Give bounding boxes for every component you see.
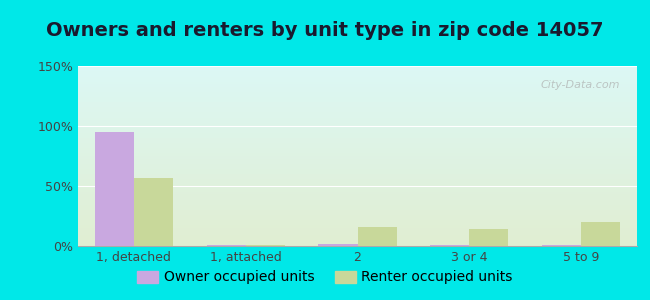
Bar — [207, 245, 246, 246]
Bar — [246, 245, 285, 246]
Legend: Owner occupied units, Renter occupied units: Owner occupied units, Renter occupied un… — [132, 265, 518, 290]
Bar — [318, 244, 358, 246]
Bar — [95, 132, 134, 246]
Bar — [542, 245, 581, 246]
Bar — [430, 245, 469, 246]
Bar — [358, 227, 396, 246]
Bar — [134, 178, 173, 246]
Text: City-Data.com: City-Data.com — [541, 80, 620, 90]
Bar — [469, 229, 508, 246]
Bar — [581, 222, 620, 246]
Text: Owners and renters by unit type in zip code 14057: Owners and renters by unit type in zip c… — [46, 21, 604, 40]
